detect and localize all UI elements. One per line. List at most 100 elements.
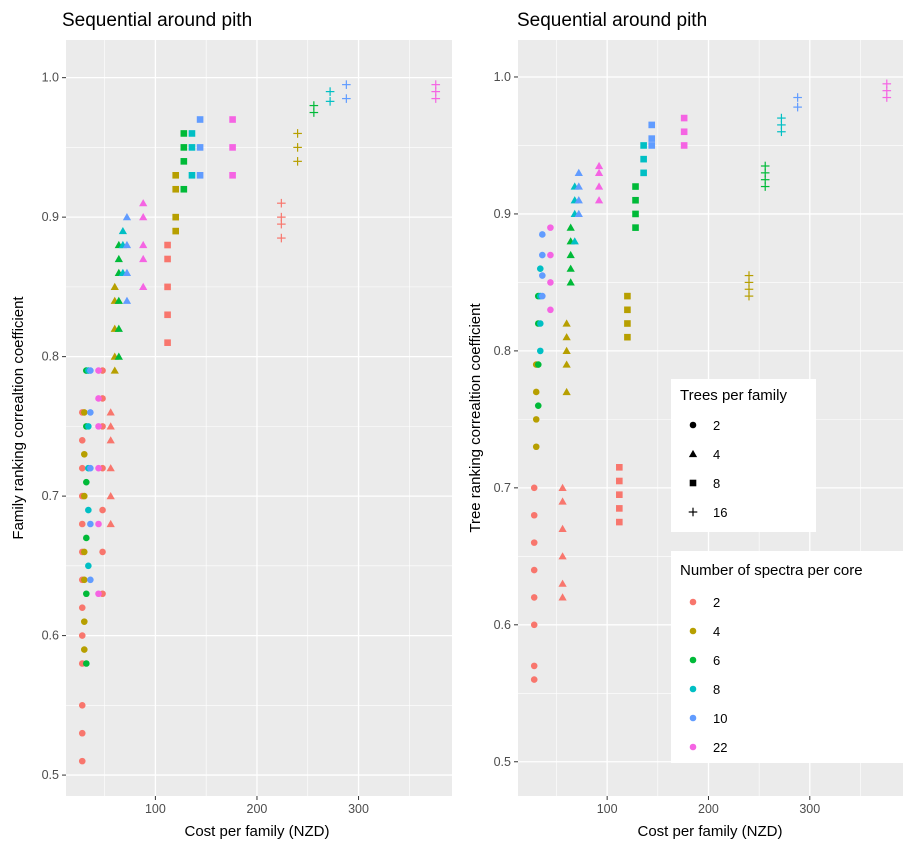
data-point bbox=[172, 227, 180, 235]
data-point bbox=[532, 416, 540, 423]
data-point bbox=[530, 566, 538, 574]
legend-trees-entry: 16 bbox=[688, 505, 727, 520]
data-point bbox=[530, 511, 538, 519]
data-point bbox=[80, 492, 88, 500]
legend-trees-label: 16 bbox=[713, 505, 727, 520]
legend-spectra-entry: 22 bbox=[689, 740, 727, 755]
legend-spectra-entry: 8 bbox=[689, 682, 720, 697]
data-point bbox=[882, 79, 892, 89]
data-point bbox=[616, 505, 623, 512]
data-point bbox=[624, 292, 631, 300]
data-point bbox=[562, 387, 571, 396]
data-point bbox=[139, 240, 148, 249]
data-point bbox=[172, 171, 180, 179]
data-point bbox=[574, 182, 583, 190]
legend-trees-label: 4 bbox=[713, 447, 720, 462]
data-point bbox=[793, 93, 802, 102]
data-point bbox=[616, 491, 623, 498]
data-point bbox=[114, 296, 123, 304]
data-point bbox=[85, 562, 92, 570]
data-point bbox=[80, 576, 88, 584]
data-point bbox=[309, 101, 319, 110]
data-point bbox=[118, 226, 128, 235]
data-point bbox=[530, 662, 538, 670]
data-point bbox=[558, 579, 567, 587]
panel-family-points bbox=[78, 80, 441, 765]
data-point bbox=[547, 279, 554, 286]
data-point bbox=[229, 144, 236, 151]
data-point bbox=[547, 224, 554, 231]
data-point bbox=[632, 196, 639, 204]
data-point bbox=[164, 283, 171, 291]
data-point bbox=[566, 278, 575, 286]
y-tick-label: 0.5 bbox=[42, 768, 59, 782]
data-point bbox=[566, 264, 575, 272]
data-point bbox=[87, 520, 94, 528]
data-point bbox=[85, 506, 92, 514]
data-point bbox=[562, 333, 571, 341]
data-point bbox=[536, 265, 544, 273]
data-point bbox=[793, 102, 802, 112]
x-tick-label: 200 bbox=[247, 802, 268, 816]
data-point bbox=[574, 209, 583, 218]
legend-trees-per-family-title: Trees per family bbox=[680, 387, 787, 404]
data-point bbox=[534, 402, 542, 409]
legend-spectra-label: 22 bbox=[713, 740, 727, 755]
data-point bbox=[640, 142, 647, 149]
data-point bbox=[188, 171, 196, 179]
data-point bbox=[558, 524, 567, 533]
data-point bbox=[78, 632, 86, 639]
legend-spectra-entry: 6 bbox=[689, 653, 720, 668]
panel-family-tick-labels: 0.5 0.6 0.7 0.8 0.9 1.0 100 200 300 bbox=[42, 71, 369, 816]
data-point bbox=[648, 121, 656, 129]
data-point bbox=[80, 409, 88, 416]
data-point bbox=[594, 182, 604, 190]
data-point bbox=[180, 185, 188, 193]
data-point bbox=[648, 142, 656, 149]
legend-trees-label: 2 bbox=[713, 418, 720, 433]
y-tick-label: 0.8 bbox=[494, 344, 511, 358]
data-point bbox=[530, 484, 538, 492]
legend-spectra-label: 8 bbox=[713, 682, 720, 697]
data-point bbox=[87, 576, 94, 584]
y-tick-label: 1.0 bbox=[42, 71, 59, 85]
data-point bbox=[616, 477, 623, 485]
data-point bbox=[99, 506, 106, 514]
legend-color-swatch bbox=[689, 627, 697, 635]
data-point bbox=[122, 240, 132, 249]
data-point bbox=[536, 320, 544, 327]
data-point bbox=[106, 519, 115, 528]
data-point bbox=[78, 757, 86, 765]
data-point bbox=[624, 320, 631, 327]
legend-spectra-label: 2 bbox=[713, 595, 720, 610]
data-point bbox=[640, 155, 647, 163]
data-point bbox=[547, 306, 554, 314]
panel-tree-title: Sequential around pith bbox=[517, 10, 707, 31]
y-tick-label: 0.6 bbox=[494, 618, 511, 632]
data-point bbox=[532, 443, 540, 451]
y-tick-label: 0.5 bbox=[494, 755, 511, 769]
legend-trees-entry: 2 bbox=[689, 418, 720, 433]
data-point bbox=[539, 231, 546, 238]
data-point bbox=[114, 254, 123, 263]
x-tick-label: 100 bbox=[145, 802, 166, 816]
y-tick-label: 0.6 bbox=[42, 629, 59, 643]
data-point bbox=[95, 520, 102, 528]
data-point bbox=[562, 346, 571, 354]
data-point bbox=[196, 116, 204, 123]
panel-family-x-axis-label: Cost per family (NZD) bbox=[184, 823, 329, 840]
triangle-icon bbox=[688, 449, 698, 458]
data-point bbox=[536, 347, 544, 355]
data-point bbox=[78, 520, 86, 528]
data-point bbox=[760, 161, 770, 171]
data-point bbox=[188, 130, 196, 137]
data-point bbox=[122, 268, 132, 277]
data-point bbox=[95, 395, 102, 402]
legend-trees-per-family-items: 2 4 8 16 bbox=[688, 418, 727, 520]
data-point bbox=[624, 333, 631, 341]
data-point bbox=[95, 464, 102, 472]
data-point bbox=[624, 306, 631, 314]
data-point bbox=[114, 352, 123, 360]
panel-tree-y-axis-label: Tree ranking correaltion coefficient bbox=[467, 303, 484, 533]
